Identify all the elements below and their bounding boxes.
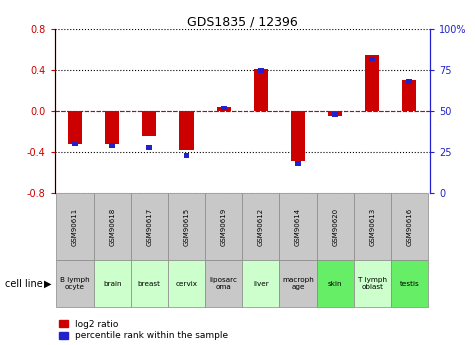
FancyBboxPatch shape	[354, 260, 391, 307]
FancyBboxPatch shape	[391, 193, 428, 260]
Text: GSM90615: GSM90615	[183, 208, 190, 246]
FancyBboxPatch shape	[205, 260, 242, 307]
Text: skin: skin	[328, 281, 342, 287]
FancyBboxPatch shape	[391, 260, 428, 307]
Text: breast: breast	[138, 281, 161, 287]
FancyBboxPatch shape	[205, 193, 242, 260]
FancyBboxPatch shape	[57, 260, 94, 307]
Bar	[183, 153, 190, 158]
FancyBboxPatch shape	[242, 260, 279, 307]
Text: GSM90614: GSM90614	[295, 208, 301, 246]
Text: GSM90619: GSM90619	[221, 208, 227, 246]
Bar	[407, 79, 412, 84]
Bar	[328, 111, 342, 116]
Bar	[332, 112, 338, 117]
Text: liposarc
oma: liposarc oma	[209, 277, 238, 290]
Bar	[295, 161, 301, 166]
FancyBboxPatch shape	[94, 260, 131, 307]
FancyBboxPatch shape	[168, 260, 205, 307]
Title: GDS1835 / 12396: GDS1835 / 12396	[187, 15, 298, 28]
Text: brain: brain	[103, 281, 122, 287]
Bar	[221, 106, 227, 110]
Text: GSM90612: GSM90612	[258, 208, 264, 246]
Bar	[370, 57, 375, 61]
Text: GSM90616: GSM90616	[407, 208, 412, 246]
Text: T lymph
oblast: T lymph oblast	[358, 277, 387, 290]
Text: macroph
age: macroph age	[282, 277, 314, 290]
FancyBboxPatch shape	[131, 193, 168, 260]
Text: liver: liver	[253, 281, 269, 287]
Bar	[365, 55, 380, 111]
Bar	[217, 107, 231, 111]
Bar	[402, 79, 417, 111]
Bar	[254, 69, 268, 111]
Bar	[291, 111, 305, 161]
Text: GSM90617: GSM90617	[146, 208, 152, 246]
Bar	[146, 145, 152, 150]
Bar	[142, 111, 156, 136]
Text: GSM90620: GSM90620	[332, 208, 338, 246]
FancyBboxPatch shape	[354, 193, 391, 260]
Text: GSM90611: GSM90611	[72, 208, 78, 246]
FancyBboxPatch shape	[279, 193, 316, 260]
FancyBboxPatch shape	[94, 193, 131, 260]
FancyBboxPatch shape	[242, 193, 279, 260]
FancyBboxPatch shape	[316, 260, 354, 307]
FancyBboxPatch shape	[279, 260, 316, 307]
Bar	[109, 144, 115, 148]
Text: cervix: cervix	[176, 281, 198, 287]
Bar	[258, 68, 264, 72]
Text: GSM90613: GSM90613	[369, 208, 375, 246]
Legend: log2 ratio, percentile rank within the sample: log2 ratio, percentile rank within the s…	[59, 320, 228, 341]
Text: ▶: ▶	[44, 279, 51, 289]
Text: GSM90618: GSM90618	[109, 208, 115, 246]
Bar	[105, 111, 119, 144]
Text: testis: testis	[399, 281, 419, 287]
FancyBboxPatch shape	[316, 193, 354, 260]
Bar	[180, 111, 194, 150]
Bar	[72, 142, 78, 146]
FancyBboxPatch shape	[131, 260, 168, 307]
FancyBboxPatch shape	[168, 193, 205, 260]
Text: cell line: cell line	[5, 279, 42, 289]
Text: B lymph
ocyte: B lymph ocyte	[60, 277, 90, 290]
FancyBboxPatch shape	[57, 193, 94, 260]
Bar	[68, 111, 82, 144]
